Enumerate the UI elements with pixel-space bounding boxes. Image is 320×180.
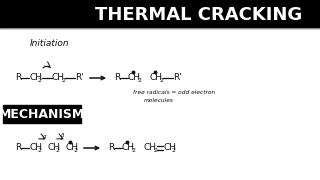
Text: CH: CH: [163, 143, 176, 152]
Bar: [0, 0, 320, 28]
Text: R': R': [75, 73, 84, 82]
Text: α: α: [43, 134, 46, 138]
Text: 2: 2: [159, 78, 163, 82]
Text: CH: CH: [128, 73, 141, 82]
Text: CH: CH: [144, 143, 157, 152]
Text: 2: 2: [153, 147, 157, 152]
Bar: [3, 105, 81, 123]
Text: Initiation: Initiation: [30, 39, 70, 48]
Text: 2: 2: [172, 147, 176, 152]
Text: molecules: molecules: [144, 98, 174, 102]
Text: R: R: [114, 73, 120, 82]
Text: CH: CH: [122, 143, 135, 152]
Text: 2: 2: [56, 147, 60, 152]
Text: R': R': [173, 73, 182, 82]
Text: CH: CH: [29, 143, 42, 152]
Text: 2: 2: [137, 78, 141, 82]
Text: CH: CH: [65, 143, 78, 152]
Text: R: R: [108, 143, 114, 152]
Text: 2: 2: [74, 147, 78, 152]
Text: THERMAL CRACKING: THERMAL CRACKING: [95, 6, 302, 24]
Text: 2: 2: [38, 147, 42, 152]
Text: CH: CH: [52, 73, 65, 82]
Text: β: β: [61, 134, 64, 138]
Text: MECHANISM: MECHANISM: [0, 107, 85, 120]
Text: CH: CH: [47, 143, 60, 152]
Text: CH: CH: [150, 73, 163, 82]
Text: 2: 2: [61, 78, 65, 82]
Text: 2: 2: [131, 147, 135, 152]
Text: R: R: [15, 73, 21, 82]
Text: CH: CH: [29, 73, 42, 82]
Text: free radicals = odd electron: free radicals = odd electron: [133, 89, 215, 94]
Text: R: R: [15, 143, 21, 152]
Text: 2: 2: [38, 78, 42, 82]
